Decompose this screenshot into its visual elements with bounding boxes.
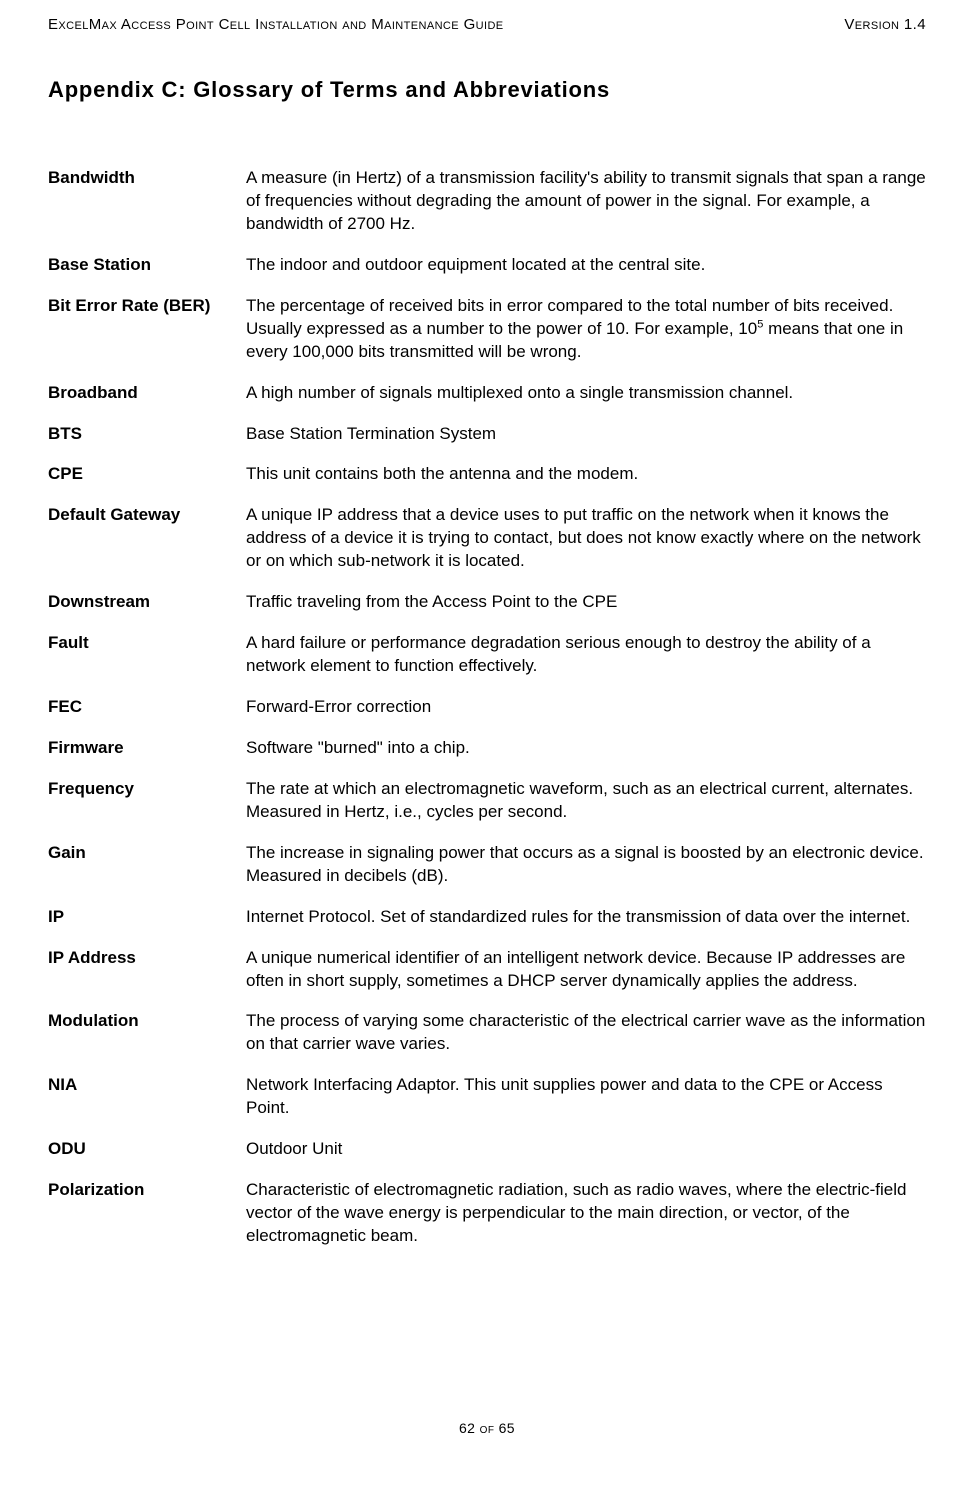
glossary-term: Polarization [48,1179,246,1202]
appendix-title: Appendix C: Glossary of Terms and Abbrev… [48,77,926,103]
glossary-definition: The increase in signaling power that occ… [246,842,926,888]
glossary-row: FrequencyThe rate at which an electromag… [48,778,926,824]
glossary-term: Frequency [48,778,246,801]
glossary-definition: A measure (in Hertz) of a transmission f… [246,167,926,236]
glossary-term: Downstream [48,591,246,614]
glossary-row: NIANetwork Interfacing Adaptor. This uni… [48,1074,926,1120]
glossary-row: BTSBase Station Termination System [48,423,926,446]
glossary-definition: The rate at which an electromagnetic wav… [246,778,926,824]
glossary-row: FirmwareSoftware "burned" into a chip. [48,737,926,760]
glossary-row: BroadbandA high number of signals multip… [48,382,926,405]
glossary-term: IP Address [48,947,246,970]
glossary-definition: A unique IP address that a device uses t… [246,504,926,573]
glossary-table: BandwidthA measure (in Hertz) of a trans… [48,167,926,1248]
glossary-row: ModulationThe process of varying some ch… [48,1010,926,1056]
glossary-term: Gain [48,842,246,865]
glossary-term: FEC [48,696,246,719]
glossary-term: CPE [48,463,246,486]
glossary-definition: The percentage of received bits in error… [246,295,926,364]
glossary-definition: A hard failure or performance degradatio… [246,632,926,678]
glossary-term: Base Station [48,254,246,277]
glossary-row: CPEThis unit contains both the antenna a… [48,463,926,486]
header-left: ExcelMax Access Point Cell Installation … [48,16,504,33]
glossary-row: FaultA hard failure or performance degra… [48,632,926,678]
glossary-row: PolarizationCharacteristic of electromag… [48,1179,926,1248]
glossary-term: Modulation [48,1010,246,1033]
glossary-definition: The indoor and outdoor equipment located… [246,254,926,277]
glossary-term: Firmware [48,737,246,760]
glossary-term: NIA [48,1074,246,1097]
glossary-row: Base StationThe indoor and outdoor equip… [48,254,926,277]
glossary-term: Broadband [48,382,246,405]
glossary-row: Bit Error Rate (BER)The percentage of re… [48,295,926,364]
glossary-row: IPInternet Protocol. Set of standardized… [48,906,926,929]
glossary-definition: This unit contains both the antenna and … [246,463,926,486]
glossary-term: Bandwidth [48,167,246,190]
glossary-term: Default Gateway [48,504,246,527]
glossary-definition: Network Interfacing Adaptor. This unit s… [246,1074,926,1120]
glossary-definition: Traffic traveling from the Access Point … [246,591,926,614]
glossary-row: Default GatewayA unique IP address that … [48,504,926,573]
header-right: Version 1.4 [844,16,926,33]
glossary-definition: A high number of signals multiplexed ont… [246,382,926,405]
glossary-term: IP [48,906,246,929]
glossary-definition: Characteristic of electromagnetic radiat… [246,1179,926,1248]
glossary-term: BTS [48,423,246,446]
glossary-term: Fault [48,632,246,655]
glossary-row: DownstreamTraffic traveling from the Acc… [48,591,926,614]
glossary-definition: The process of varying some characterist… [246,1010,926,1056]
page-header: ExcelMax Access Point Cell Installation … [48,16,926,33]
glossary-row: BandwidthA measure (in Hertz) of a trans… [48,167,926,236]
glossary-row: FEC Forward-Error correction [48,696,926,719]
glossary-term: Bit Error Rate (BER) [48,295,246,318]
glossary-definition: Internet Protocol. Set of standardized r… [246,906,926,929]
glossary-definition: A unique numerical identifier of an inte… [246,947,926,993]
glossary-definition: Base Station Termination System [246,423,926,446]
glossary-term: ODU [48,1138,246,1161]
glossary-definition: Software "burned" into a chip. [246,737,926,760]
glossary-row: GainThe increase in signaling power that… [48,842,926,888]
glossary-row: ODUOutdoor Unit [48,1138,926,1161]
glossary-definition: Forward-Error correction [246,696,926,719]
page-footer: 62 of 65 [0,1420,974,1436]
glossary-row: IP AddressA unique numerical identifier … [48,947,926,993]
glossary-definition: Outdoor Unit [246,1138,926,1161]
